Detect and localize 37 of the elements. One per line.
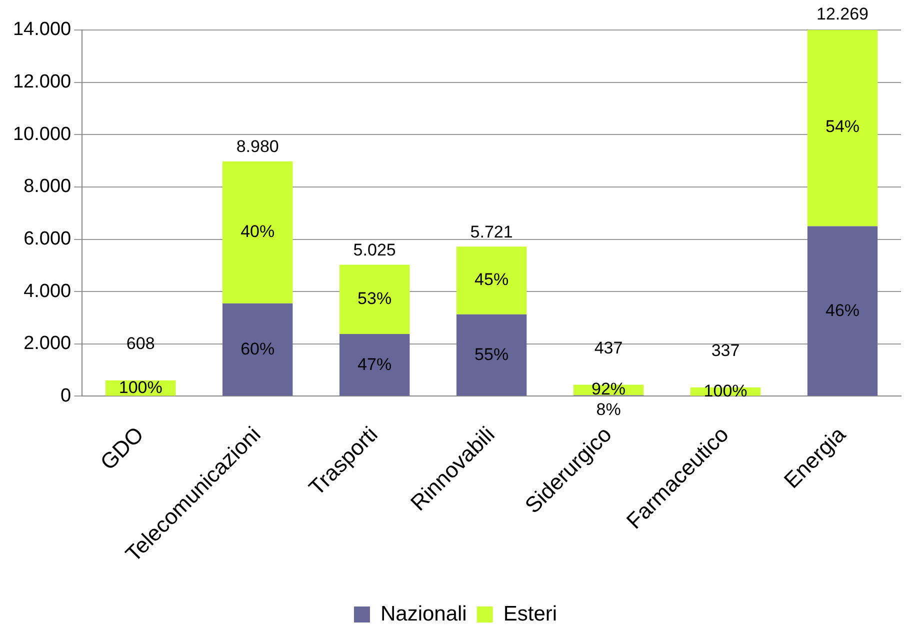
legend-label: Esteri <box>503 602 558 626</box>
annotation: 337 <box>711 341 740 360</box>
annotation: 437 <box>594 338 623 358</box>
bar <box>222 161 293 304</box>
annotation: 608 <box>126 334 155 354</box>
annotation: 100% <box>704 382 748 401</box>
y-tick-label: 14.000 <box>12 19 72 40</box>
bar <box>456 246 527 314</box>
annotation: 8.980 <box>236 137 279 156</box>
y-tick-label: 2.000 <box>24 333 72 354</box>
y-tick-label: 0 <box>60 385 72 406</box>
annotation: 45% <box>474 270 509 290</box>
annotation: 92% <box>592 380 626 399</box>
bar <box>222 303 293 396</box>
annotation: 46% <box>825 300 860 320</box>
bar <box>339 264 410 334</box>
y-tick-label: 8.000 <box>24 176 72 198</box>
bar <box>339 334 410 396</box>
annotation: 40% <box>240 222 275 242</box>
annotation: 60% <box>240 339 275 358</box>
bar <box>807 30 878 226</box>
bar <box>456 314 527 396</box>
bar <box>807 226 878 396</box>
y-tick-label: 12.000 <box>12 72 72 93</box>
annotation: 55% <box>474 344 509 364</box>
annotation: 5.025 <box>353 240 396 260</box>
annotation: 5.721 <box>470 222 513 242</box>
y-tick-label: 6.000 <box>24 228 72 250</box>
y-tick-label: 10.000 <box>12 124 72 145</box>
y-tick-label: 4.000 <box>24 280 72 302</box>
legend-label: Nazionali <box>380 602 467 626</box>
annotation: 100% <box>118 378 162 397</box>
annotation: 47% <box>358 354 392 374</box>
annotation: 8% <box>596 400 621 419</box>
annotation: 53% <box>358 289 392 308</box>
annotation: 12.269 <box>816 4 869 24</box>
annotation: 54% <box>825 117 860 136</box>
